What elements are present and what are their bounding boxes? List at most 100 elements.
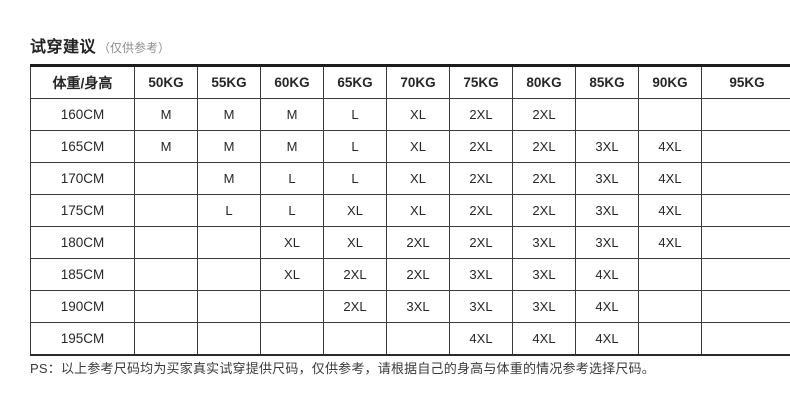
- table-cell: [701, 322, 790, 356]
- table-column-header: 60KG: [260, 64, 324, 99]
- size-recommendation-table: 体重/身高 50KG 55KG 60KG 65KG 70KG 75KG 80KG…: [30, 64, 790, 356]
- table-cell: 3XL: [575, 130, 639, 163]
- table-cell: L: [197, 194, 261, 227]
- table-cell: XL: [386, 130, 450, 163]
- table-cell: [134, 194, 198, 227]
- table-cell: [701, 194, 790, 227]
- table-cell: 3XL: [512, 290, 576, 323]
- table-row: 180CM XL XL 2XL 2XL 3XL 3XL 4XL: [30, 226, 790, 259]
- table-row: 170CM M L L XL 2XL 2XL 3XL 4XL: [30, 162, 790, 195]
- table-column-header: 70KG: [386, 64, 450, 99]
- table-row: 185CM XL 2XL 2XL 3XL 3XL 4XL: [30, 258, 790, 291]
- table-row-header: 190CM: [30, 290, 135, 323]
- table-cell: XL: [260, 258, 324, 291]
- table-cell: M: [197, 130, 261, 163]
- table-cell: L: [260, 162, 324, 195]
- page-title-subtitle: （仅供参考）: [98, 41, 171, 55]
- table-cell: 2XL: [386, 226, 450, 259]
- table-cell: [638, 290, 702, 323]
- table-cell: M: [197, 98, 261, 131]
- table-cell: XL: [386, 194, 450, 227]
- table-cell: [701, 130, 790, 163]
- table-column-header: 75KG: [449, 64, 513, 99]
- table-row-header: 160CM: [30, 98, 135, 131]
- table-cell: 4XL: [638, 162, 702, 195]
- table-column-header: 90KG: [638, 64, 702, 99]
- table-column-header: 50KG: [134, 64, 198, 99]
- table-body: 160CM M M M L XL 2XL 2XL 165CM M M M L X…: [30, 98, 790, 356]
- table-cell: [701, 98, 790, 131]
- table-cell: 4XL: [575, 322, 639, 356]
- table-cell: 4XL: [638, 194, 702, 227]
- table-cell: [386, 322, 450, 356]
- table-cell: [197, 322, 261, 356]
- table-cell: L: [323, 98, 387, 131]
- table-cell: 2XL: [449, 226, 513, 259]
- table-row: 175CM L L XL XL 2XL 2XL 3XL 4XL: [30, 194, 790, 227]
- table-cell: [134, 226, 198, 259]
- table-cell: 3XL: [449, 258, 513, 291]
- table-cell: 4XL: [575, 258, 639, 291]
- table-cell: [701, 258, 790, 291]
- table-row-header: 180CM: [30, 226, 135, 259]
- table-cell: L: [260, 194, 324, 227]
- table-cell: [575, 98, 639, 131]
- table-cell: 3XL: [512, 258, 576, 291]
- page-title: 试穿建议 （仅供参考）: [30, 33, 170, 57]
- table-cell: M: [134, 98, 198, 131]
- table-cell: M: [260, 130, 324, 163]
- table-cell: M: [134, 130, 198, 163]
- table-cell: 2XL: [323, 290, 387, 323]
- table-cell: 4XL: [512, 322, 576, 356]
- table-cell: XL: [386, 162, 450, 195]
- table-row: 190CM 2XL 3XL 3XL 3XL 4XL: [30, 290, 790, 323]
- table-cell: [260, 290, 324, 323]
- table-cell: 3XL: [449, 290, 513, 323]
- table-column-header: 95KG: [701, 64, 790, 99]
- table-cell: 2XL: [323, 258, 387, 291]
- table-row-header: 185CM: [30, 258, 135, 291]
- table-row-header: 170CM: [30, 162, 135, 195]
- table-cell: [323, 322, 387, 356]
- table-cell: 3XL: [386, 290, 450, 323]
- table-cell: [701, 226, 790, 259]
- table-cell: [197, 258, 261, 291]
- table-row: 160CM M M M L XL 2XL 2XL: [30, 98, 790, 131]
- table-cell: L: [323, 162, 387, 195]
- table-row-header: 195CM: [30, 322, 135, 356]
- table-header: 体重/身高 50KG 55KG 60KG 65KG 70KG 75KG 80KG…: [30, 64, 790, 99]
- table-cell: 2XL: [386, 258, 450, 291]
- table-cell: 2XL: [512, 162, 576, 195]
- table-cell: [638, 98, 702, 131]
- table-cell: 2XL: [512, 194, 576, 227]
- table-row: 165CM M M M L XL 2XL 2XL 3XL 4XL: [30, 130, 790, 163]
- table-cell: [260, 322, 324, 356]
- table-cell: [197, 290, 261, 323]
- table-cell: 3XL: [575, 226, 639, 259]
- table-column-header: 85KG: [575, 64, 639, 99]
- table-cell: [638, 322, 702, 356]
- table-cell: [701, 162, 790, 195]
- table-cell: [197, 226, 261, 259]
- page-title-main: 试穿建议: [30, 39, 97, 56]
- table-cell: [134, 258, 198, 291]
- table-header-row: 体重/身高 50KG 55KG 60KG 65KG 70KG 75KG 80KG…: [30, 64, 790, 99]
- table-cell: 2XL: [449, 130, 513, 163]
- table-cell: [638, 258, 702, 291]
- table-cell: 3XL: [575, 162, 639, 195]
- table-row: 195CM 4XL 4XL 4XL: [30, 322, 790, 356]
- table-column-header: 80KG: [512, 64, 576, 99]
- table-cell: M: [260, 98, 324, 131]
- table-column-header: 65KG: [323, 64, 387, 99]
- table-cell: [134, 162, 198, 195]
- table-cell: 2XL: [512, 98, 576, 131]
- disclaimer-note: PS：以上参考尺码均为买家真实试穿提供尺码，仅供参考，请根据自己的身高与体重的情…: [30, 361, 655, 376]
- table-cell: [134, 322, 198, 356]
- table-cell: M: [197, 162, 261, 195]
- table-cell: 2XL: [512, 130, 576, 163]
- table-cell: 4XL: [638, 226, 702, 259]
- table-row-header: 165CM: [30, 130, 135, 163]
- table-cell: 4XL: [638, 130, 702, 163]
- table-row-header: 175CM: [30, 194, 135, 227]
